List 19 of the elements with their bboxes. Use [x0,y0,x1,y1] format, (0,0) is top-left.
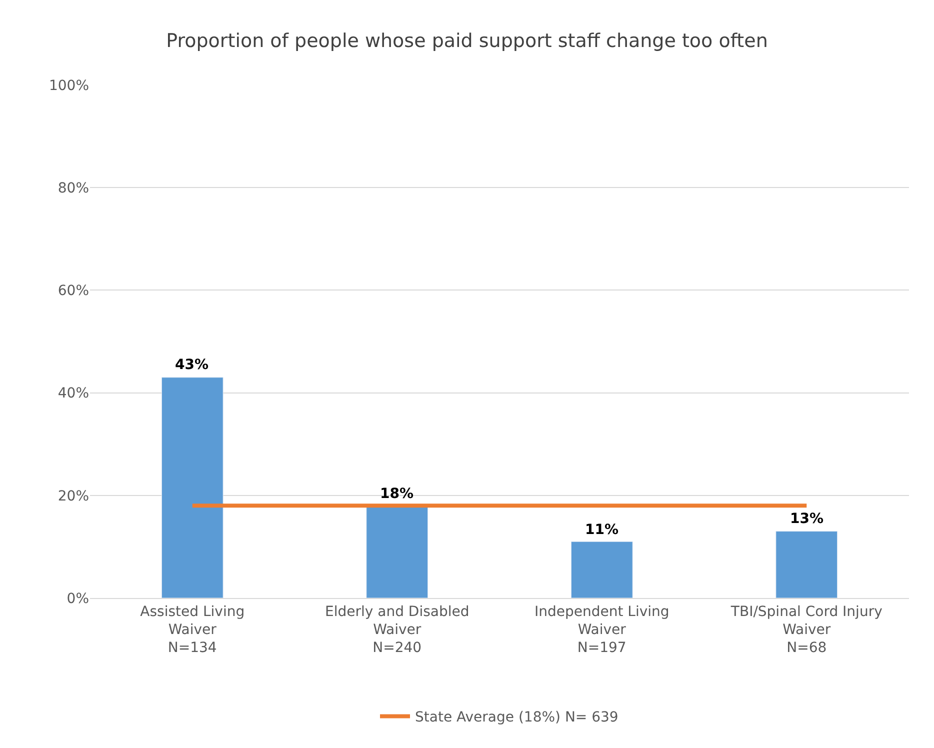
y-tick-label: 0% [66,590,89,607]
data-label: 13% [790,511,824,527]
legend-label: State Average (18%) N= 639 [415,710,618,726]
x-tick-label: Assisted Living Waiver N=134 [140,604,245,656]
data-label: 18% [380,486,414,502]
chart-title: Proportion of people whose paid support staff change too often [166,30,768,52]
bar [161,377,224,598]
data-label: 11% [585,522,619,538]
y-tick-label: 40% [58,386,89,402]
y-tick-label: 100% [48,78,89,94]
x-tick-label: Elderly and Disabled Waiver N=240 [325,604,470,656]
x-tick-label: TBI/Spinal Cord Injury Waiver N=68 [730,604,882,656]
y-tick-label: 60% [58,283,89,300]
bar [570,541,633,598]
data-label: 43% [175,357,209,373]
y-tick-label: 20% [58,488,89,504]
bar [776,531,838,598]
y-tick-label: 80% [58,180,89,196]
x-tick-label: Independent Living Waiver N=197 [534,604,670,656]
